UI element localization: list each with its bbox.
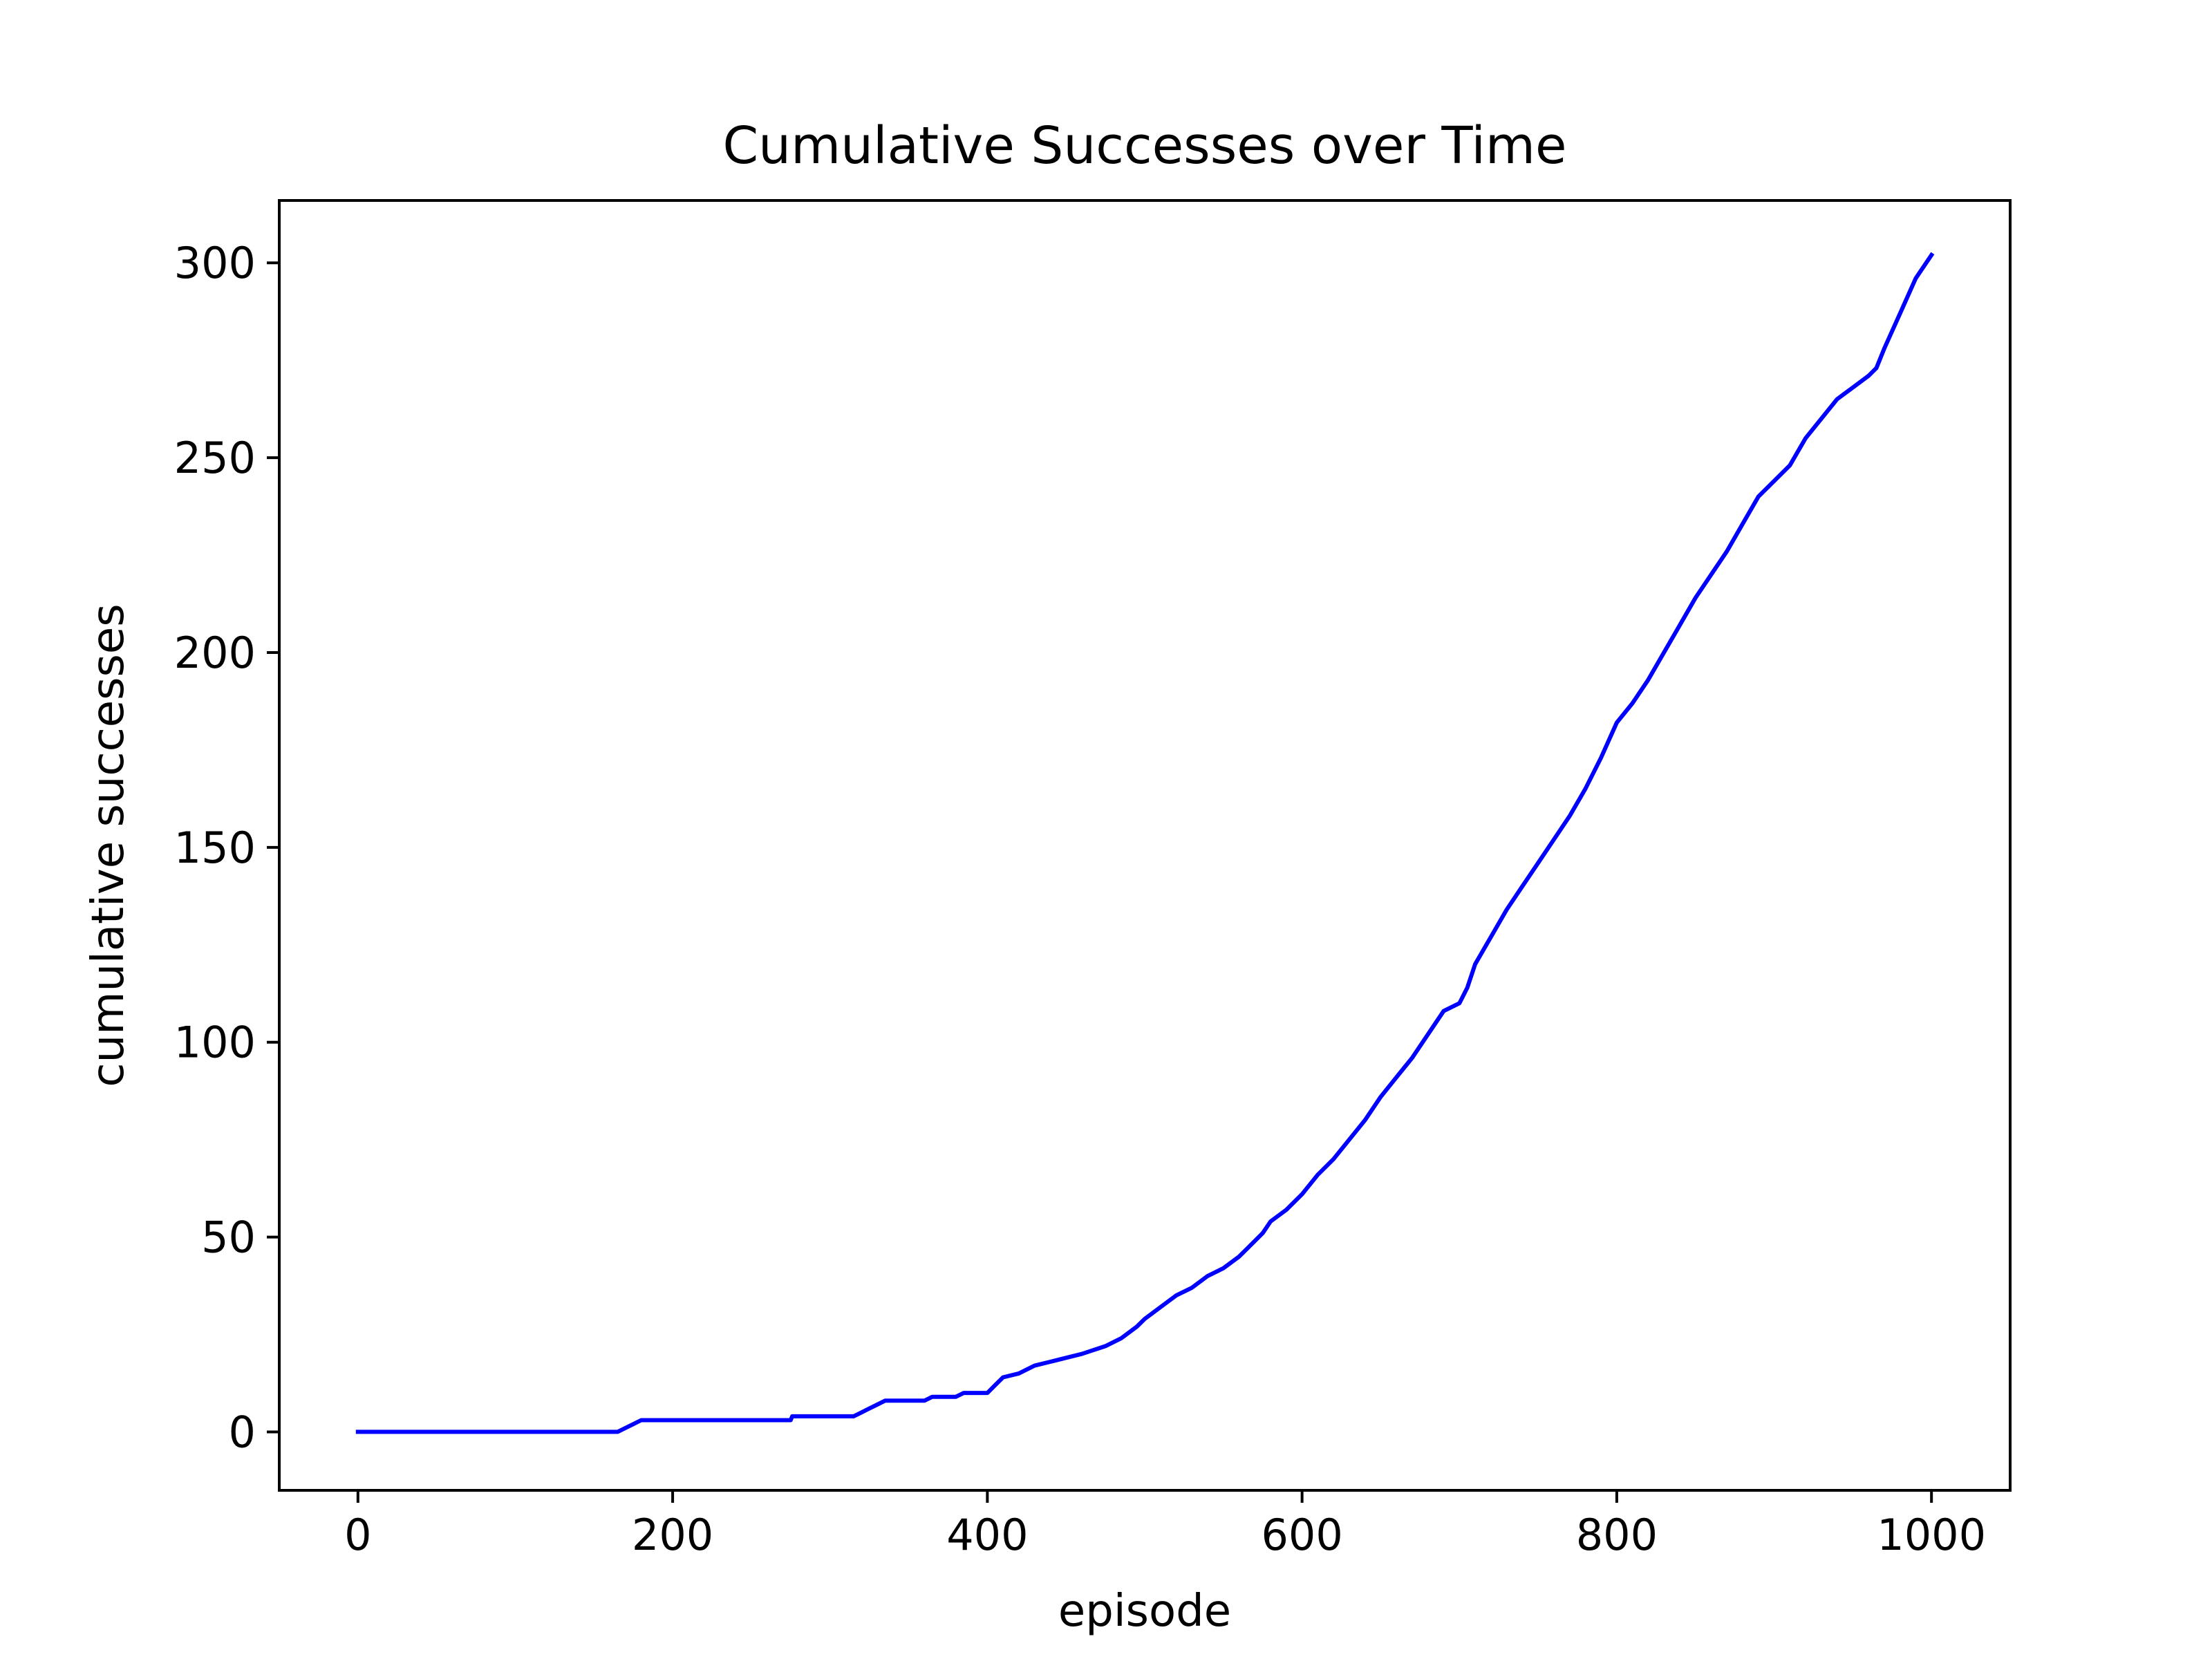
x-tick-label: 0 (344, 1510, 371, 1560)
x-tick-label: 200 (632, 1510, 713, 1560)
x-axis-ticks: 0 200 400 600 800 1000 (344, 1490, 1986, 1560)
series-line (355, 252, 1935, 1434)
x-tick-label: 400 (946, 1510, 1028, 1560)
chart-title: Cumulative Successes over Time (723, 116, 1567, 176)
axes-frame (278, 199, 2012, 1492)
y-tick-label: 300 (174, 238, 256, 288)
y-tick-label: 50 (201, 1212, 256, 1263)
x-axis-label: episode (1058, 1586, 1231, 1637)
y-tick-label: 150 (174, 823, 256, 873)
y-axis-label: cumulative successes (83, 603, 134, 1087)
y-axis-ticks: 0 50 100 150 200 250 300 (174, 238, 279, 1457)
x-tick-label: 600 (1261, 1510, 1342, 1560)
x-tick-label: 1000 (1877, 1510, 1986, 1560)
y-tick-label: 200 (174, 628, 256, 678)
plot-area (355, 252, 1935, 1434)
x-tick-label: 800 (1576, 1510, 1658, 1560)
y-tick-label: 250 (174, 433, 256, 483)
y-tick-label: 100 (174, 1018, 256, 1068)
y-tick-label: 0 (229, 1407, 256, 1457)
